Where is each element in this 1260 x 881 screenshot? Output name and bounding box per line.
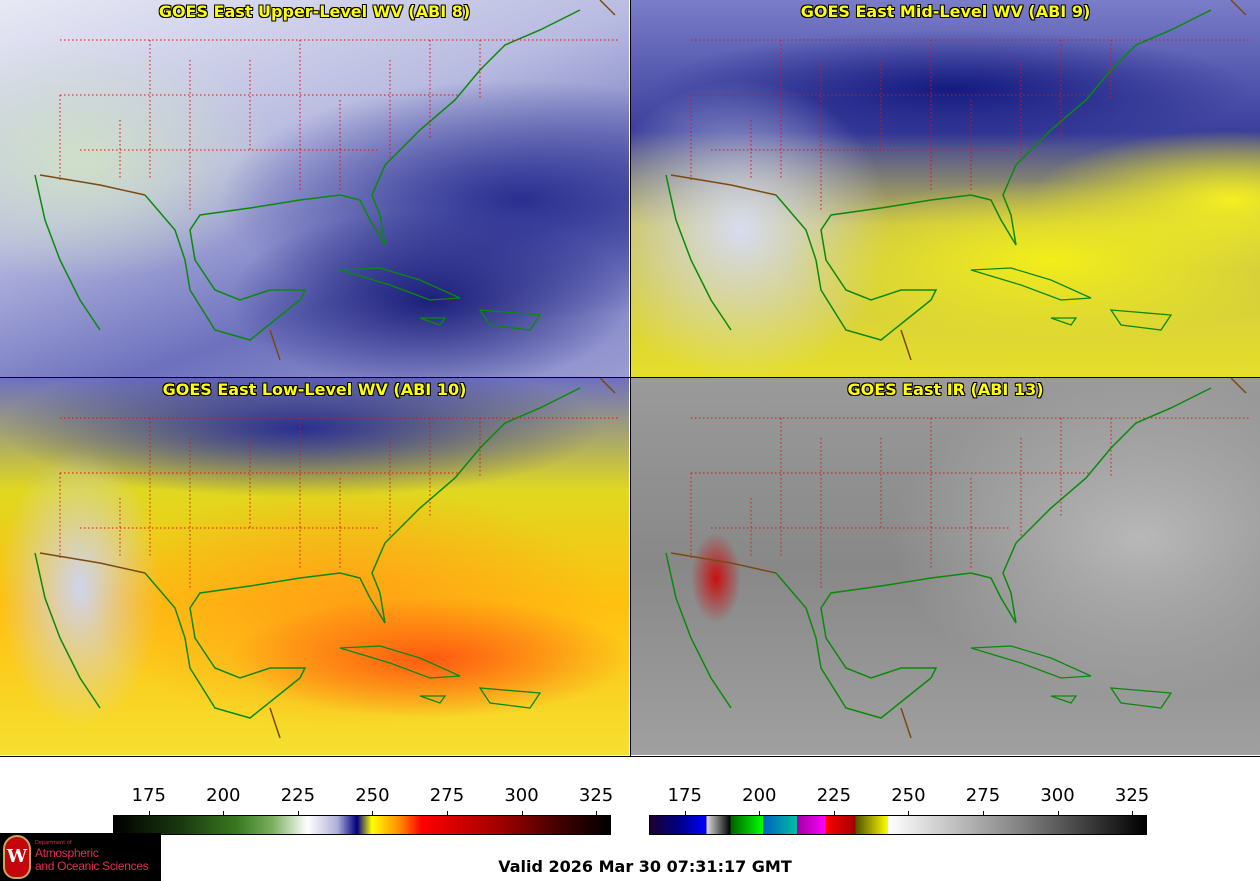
map-overlay: [665, 0, 1252, 361]
colorbar-tick: [521, 811, 523, 815]
colorbar-tick: [908, 811, 910, 815]
logo-line1: Atmospheric: [35, 846, 99, 860]
colorbar-tick: [446, 811, 448, 815]
map-overlay: [665, 378, 1252, 739]
map-overlay: [34, 378, 621, 739]
colorbar-tick-label: 300: [1040, 785, 1075, 806]
colorbar-tick: [684, 811, 686, 815]
colorbar-tick: [596, 811, 598, 815]
logo-line2: and Oceanic Sciences: [35, 859, 149, 873]
colorbar-tick: [1057, 811, 1059, 815]
colorbar-tick-label: 250: [891, 785, 926, 806]
panel-mid-level-wv: GOES East Mid-Level WV (ABI 9): [631, 0, 1260, 377]
colorbar-tick: [297, 811, 299, 815]
colorbar-tick-label: 325: [578, 785, 614, 806]
uw-seal-icon: W: [3, 835, 31, 879]
panel-low-level-wv: GOES East Low-Level WV (ABI 10): [0, 378, 629, 755]
colorbar-tick: [223, 811, 225, 815]
valid-time: Valid 2026 Mar 30 07:31:17 GMT: [498, 857, 792, 876]
colorbar-tick-label: 300: [504, 785, 539, 806]
colorbar-tick-label: 275: [429, 785, 465, 806]
colorbar-tick-label: 225: [280, 785, 316, 806]
colorbar-infrared: [649, 815, 1147, 835]
colorbar-tick-label: 200: [742, 785, 777, 806]
logo-dept: Department of: [35, 840, 72, 846]
map-overlay: [34, 0, 621, 361]
panel-title: GOES East IR (ABI 13): [847, 380, 1044, 399]
colorbar-tick-label: 175: [131, 785, 166, 806]
colorbar-tick-label: 200: [206, 785, 241, 806]
panel-ir: GOES East IR (ABI 13): [631, 378, 1260, 755]
aos-logo: W Department of Atmospheric and Oceanic …: [0, 833, 161, 881]
panel-title: GOES East Upper-Level WV (ABI 8): [158, 2, 471, 21]
colorbar-tick-label: 325: [1114, 785, 1150, 806]
colorbar-tick: [759, 811, 761, 815]
colorbar-tick: [982, 811, 984, 815]
colorbar-tick: [1132, 811, 1134, 815]
divider-bottom: [0, 756, 1260, 757]
colorbar-tick-label: 250: [355, 785, 390, 806]
panel-upper-level-wv: GOES East Upper-Level WV (ABI 8): [0, 0, 629, 377]
colorbar-tick: [833, 811, 835, 815]
panel-title: GOES East Mid-Level WV (ABI 9): [800, 2, 1091, 21]
colorbar-tick: [372, 811, 374, 815]
colorbar-water-vapor: [113, 815, 611, 835]
colorbar-tick: [148, 811, 150, 815]
colorbar-tick-label: 275: [965, 785, 1001, 806]
colorbar-tick-label: 225: [816, 785, 852, 806]
panel-title: GOES East Low-Level WV (ABI 10): [162, 380, 467, 399]
colorbar-tick-label: 175: [667, 785, 702, 806]
divider-vertical: [630, 0, 631, 757]
